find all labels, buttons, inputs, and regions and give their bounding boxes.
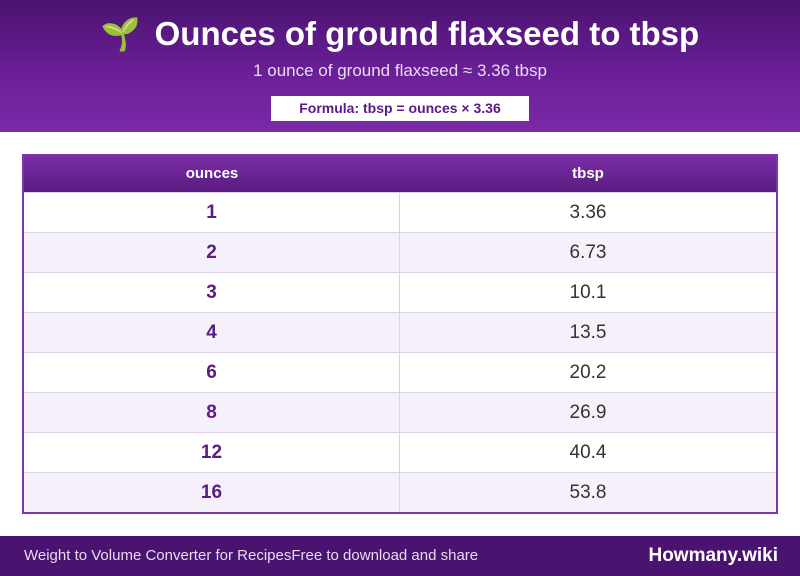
table-row: 4 13.5: [24, 312, 776, 352]
seedling-icon: 🌱: [100, 16, 141, 52]
footer: Weight to Volume Converter for RecipesFr…: [0, 536, 800, 576]
footer-converter-text: Weight to Volume Converter for Recipes: [24, 547, 292, 564]
tbsp-cell: 53.8: [569, 482, 607, 503]
tbsp-cell: 40.4: [569, 442, 607, 463]
table-row: 6 20.2: [24, 352, 776, 392]
footer-share-text: Free to download and share: [291, 547, 479, 564]
table-header: ounces tbsp: [24, 156, 776, 192]
brand-logo: Howmany.wiki: [648, 545, 778, 566]
ounces-cell: 2: [24, 233, 400, 272]
tbsp-cell: 26.9: [569, 402, 607, 423]
title-row: 🌱 Ounces of ground flaxseed to tbsp: [0, 14, 800, 54]
page-subtitle: 1 ounce of ground flaxseed ≈ 3.36 tbsp: [253, 61, 547, 80]
ounces-cell: 4: [24, 313, 400, 352]
formula-badge: Formula: tbsp = ounces × 3.36: [271, 96, 529, 121]
ounces-cell: 12: [24, 433, 400, 472]
page-title: Ounces of ground flaxseed to tbsp: [154, 15, 700, 52]
ounces-cell: 1: [24, 193, 400, 232]
conversion-table: ounces tbsp 1 3.36 2 6.73 3 10.1 4 13.5 …: [22, 154, 778, 514]
tbsp-cell: 20.2: [569, 362, 607, 383]
tbsp-cell: 3.36: [569, 202, 607, 223]
footer-caption: Weight to Volume Converter for RecipesFr…: [24, 536, 478, 576]
table-row: 1 3.36: [24, 192, 776, 232]
tbsp-cell: 13.5: [569, 322, 607, 343]
column-header-ounces: ounces: [185, 165, 239, 182]
header: 🌱 Ounces of ground flaxseed to tbsp 1 ou…: [0, 0, 800, 132]
table-row: 16 53.8: [24, 472, 776, 512]
table-row: 3 10.1: [24, 272, 776, 312]
table-body: 1 3.36 2 6.73 3 10.1 4 13.5 6 20.2 8 26.…: [24, 192, 776, 512]
ounces-cell: 8: [24, 393, 400, 432]
column-header-tbsp: tbsp: [572, 165, 604, 182]
ounces-cell: 6: [24, 353, 400, 392]
table-row: 2 6.73: [24, 232, 776, 272]
table-row: 12 40.4: [24, 432, 776, 472]
ounces-cell: 3: [24, 273, 400, 312]
ounces-cell: 16: [24, 473, 400, 512]
tbsp-cell: 6.73: [569, 242, 607, 263]
tbsp-cell: 10.1: [569, 282, 607, 303]
table-row: 8 26.9: [24, 392, 776, 432]
